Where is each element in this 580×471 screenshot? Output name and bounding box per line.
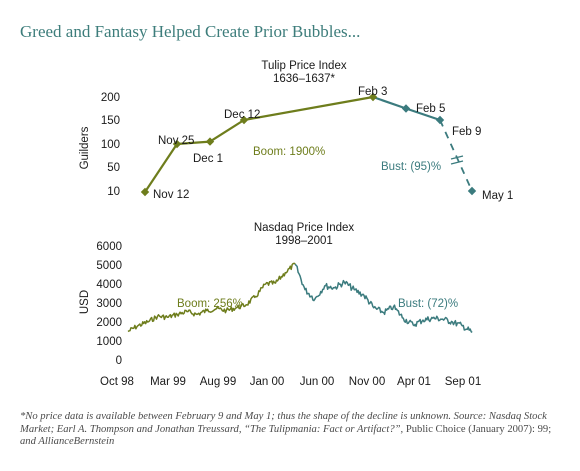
nasdaq-x-tick-label: Sep 01 (445, 376, 481, 388)
tulip-point-label: Feb 9 (452, 126, 481, 138)
tulip-y-axis-label: Guilders (79, 126, 91, 169)
nasdaq-y-tick-label: 6000 (96, 241, 122, 253)
nasdaq-x-tick-label: Aug 99 (200, 376, 236, 388)
tulip-point-label: Feb 5 (416, 103, 445, 115)
nasdaq-chart-subtitle: 1998–2001 (275, 235, 333, 247)
footnote-journal: Public Choice (January 2007): 99; (405, 423, 552, 435)
tulip-boom-point (205, 137, 215, 146)
nasdaq-x-tick-label: Oct 98 (100, 376, 134, 388)
footnote-source: and AllianceBernstein (20, 436, 115, 448)
tulip-point-label: Dec 12 (224, 109, 260, 121)
tulip-break-mark (450, 160, 464, 165)
tulip-chart-title: Tulip Price Index (261, 60, 346, 72)
nasdaq-y-tick-label: 5000 (96, 260, 122, 272)
tulip-boom-point (172, 139, 182, 149)
tulip-boom-annotation: Boom: 1900% (253, 146, 325, 158)
nasdaq-x-tick-label: Apr 01 (397, 376, 431, 388)
tulip-y-tick-label: 50 (107, 162, 120, 174)
nasdaq-boom-line (127, 262, 296, 333)
tulip-y-tick-label: 200 (101, 92, 120, 104)
nasdaq-bust-annotation: Bust: (72)% (398, 298, 458, 310)
tulip-bust-point (401, 104, 411, 113)
tulip-chart-subtitle: 1636–1637* (273, 73, 336, 85)
nasdaq-bust-line (294, 263, 473, 334)
tulip-boom-point (140, 187, 150, 197)
tulip-bust-point (435, 115, 445, 125)
nasdaq-x-tick-label: Nov 00 (349, 376, 385, 388)
tulip-break-mark (450, 155, 464, 160)
nasdaq-x-tick-label: Jan 00 (250, 376, 285, 388)
footnote-text: *No price data is available between Febr… (20, 411, 547, 435)
tulip-point-label: May 1 (482, 190, 513, 202)
nasdaq-y-axis-label: USD (79, 290, 91, 314)
nasdaq-y-tick-label: 1000 (96, 336, 122, 348)
nasdaq-chart-title: Nasdaq Price Index (254, 222, 355, 234)
tulip-point-label: Dec 1 (193, 153, 223, 165)
tulip-point-label: Nov 25 (158, 135, 194, 147)
page-headline: Greed and Fantasy Helped Create Prior Bu… (20, 22, 361, 41)
nasdaq-boom-annotation: Boom: 256% (177, 298, 243, 310)
tulip-point-label: Feb 3 (358, 86, 387, 98)
nasdaq-y-tick-label: 0 (116, 355, 122, 367)
chart-footnote: *No price data is available between Febr… (20, 411, 568, 449)
tulip-y-tick-label: 150 (101, 115, 120, 127)
tulip-y-tick-label: 10 (107, 186, 120, 198)
nasdaq-x-tick-label: Mar 99 (150, 376, 186, 388)
tulip-point-label: Nov 12 (153, 189, 189, 201)
tulip-boom-point (239, 115, 249, 125)
nasdaq-y-tick-label: 3000 (96, 298, 122, 310)
tulip-bust-point (467, 186, 477, 196)
tulip-bust-annotation: Bust: (95)% (381, 161, 441, 173)
tulip-boom-point (368, 92, 378, 102)
nasdaq-x-tick-label: Jun 00 (300, 376, 335, 388)
nasdaq-y-tick-label: 2000 (96, 317, 122, 329)
tulip-y-tick-label: 100 (101, 139, 120, 151)
nasdaq-y-tick-label: 4000 (96, 279, 122, 291)
